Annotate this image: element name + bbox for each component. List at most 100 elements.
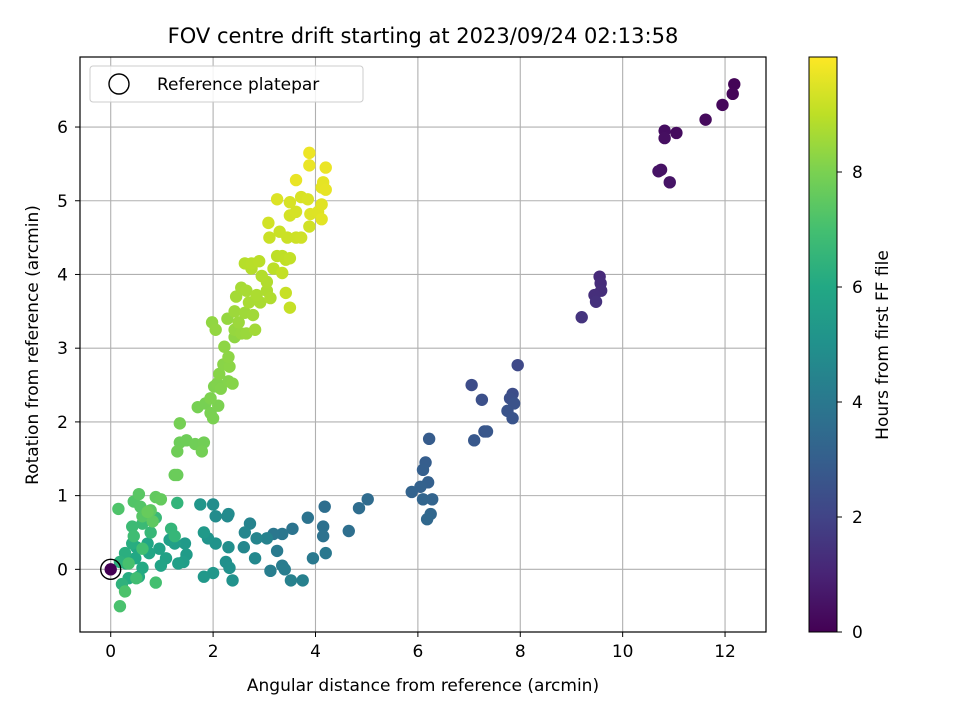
data-point <box>283 252 297 265</box>
data-point <box>342 524 355 538</box>
data-point <box>171 468 184 482</box>
data-point <box>209 510 222 523</box>
data-point <box>130 571 143 585</box>
data-point <box>260 532 274 545</box>
data-point <box>144 526 157 539</box>
data-point <box>173 417 187 430</box>
data-point <box>575 311 588 324</box>
colorbar-ticks: 0 2 4 6 8 <box>837 163 863 643</box>
legend: Reference platepar <box>89 65 364 103</box>
grid <box>80 57 766 632</box>
x-axis-label: Angular distance from reference (arcmin) <box>247 676 599 696</box>
y-axis-label: Rotation from reference (arcmin) <box>23 205 43 485</box>
legend-reference-marker <box>108 73 130 95</box>
data-point <box>136 542 149 555</box>
data-point <box>416 493 430 506</box>
data-point <box>118 585 132 598</box>
x-tick-label: 0 <box>105 642 116 662</box>
scatter-points <box>104 78 741 613</box>
data-point <box>206 498 220 511</box>
data-point <box>303 220 316 233</box>
data-point <box>319 161 332 174</box>
data-point <box>212 399 225 412</box>
data-point <box>263 231 276 244</box>
data-point <box>222 507 235 521</box>
data-point <box>728 78 741 91</box>
y-tick-label: 1 <box>57 487 68 507</box>
data-point <box>232 316 245 329</box>
x-tick-label: 12 <box>714 642 736 662</box>
data-point <box>294 231 308 244</box>
x-tick-label: 4 <box>310 642 321 662</box>
colorbar-tick-label: 2 <box>852 508 863 528</box>
x-tick-label: 8 <box>515 642 526 662</box>
data-point <box>511 358 524 372</box>
data-point <box>132 487 146 501</box>
data-point <box>172 557 185 570</box>
legend-box <box>89 65 364 103</box>
data-point <box>279 286 292 300</box>
data-point <box>480 425 494 438</box>
data-point <box>262 216 275 230</box>
y-axis-ticks: 0 1 2 3 4 5 6 <box>57 118 80 580</box>
data-point <box>153 542 166 555</box>
data-point <box>226 574 239 587</box>
data-point <box>223 360 236 373</box>
data-point <box>652 165 665 178</box>
data-point <box>113 599 127 613</box>
data-point <box>149 576 162 589</box>
data-point <box>246 308 260 322</box>
data-point <box>276 527 289 541</box>
data-point <box>467 434 481 447</box>
data-point <box>209 323 222 336</box>
data-point <box>361 493 374 506</box>
data-point <box>475 393 489 406</box>
data-point <box>663 176 676 189</box>
data-point <box>223 561 236 575</box>
data-point <box>283 196 297 209</box>
y-tick-label: 2 <box>57 413 68 433</box>
data-point <box>197 570 211 583</box>
data-point <box>306 552 320 565</box>
y-tick-label: 5 <box>57 192 68 212</box>
data-point <box>303 159 316 172</box>
data-point <box>426 493 439 506</box>
chart-title: FOV centre drift starting at 2023/09/24 … <box>168 24 679 48</box>
data-point <box>226 377 239 390</box>
data-point <box>168 529 181 543</box>
data-point <box>270 193 284 206</box>
y-tick-label: 4 <box>57 265 68 285</box>
data-point <box>250 288 263 302</box>
data-point <box>154 493 168 506</box>
data-point <box>420 513 434 526</box>
reference-marker-layer <box>100 558 122 581</box>
data-point <box>589 295 603 308</box>
data-point <box>416 463 430 477</box>
colorbar-gradient <box>808 56 838 633</box>
data-point <box>171 445 184 458</box>
data-point <box>104 563 117 576</box>
data-point <box>171 496 184 510</box>
colorbar-tick-label: 6 <box>852 278 863 298</box>
data-point <box>286 522 299 535</box>
data-point <box>296 574 309 587</box>
colorbar-tick-label: 4 <box>852 393 863 413</box>
legend-entry-reference: Reference platepar <box>157 75 319 95</box>
data-point <box>303 146 316 160</box>
data-point <box>194 498 207 511</box>
data-point <box>283 301 297 314</box>
data-point <box>726 87 739 101</box>
data-point <box>318 500 331 513</box>
data-point <box>289 205 303 219</box>
colorbar-tick-label: 0 <box>852 623 863 643</box>
data-point <box>316 520 330 533</box>
data-point <box>278 563 291 576</box>
data-point <box>242 296 256 309</box>
data-point <box>465 378 478 392</box>
data-point <box>213 367 226 381</box>
reference-platepar-marker <box>100 558 122 581</box>
data-point <box>126 520 139 533</box>
data-point <box>255 269 268 283</box>
data-point <box>237 541 251 554</box>
